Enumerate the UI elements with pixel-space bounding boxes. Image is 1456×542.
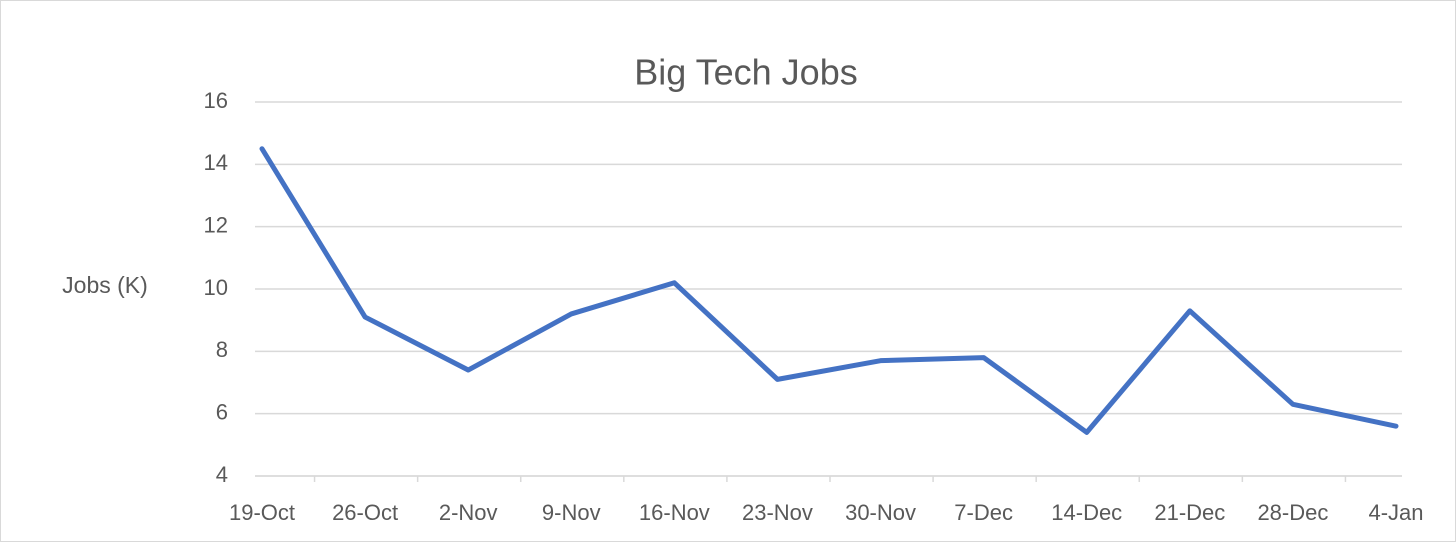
y-tick-label: 10 [204, 275, 228, 300]
x-tick-label: 23-Nov [742, 500, 813, 525]
x-tick-label: 7-Dec [954, 500, 1013, 525]
x-tick-label: 19-Oct [229, 500, 295, 525]
y-tick-label: 8 [216, 337, 228, 362]
x-tick-label: 4-Jan [1368, 500, 1423, 525]
x-tick-label: 14-Dec [1051, 500, 1122, 525]
y-tick-label: 6 [216, 399, 228, 424]
y-tick-label: 12 [204, 212, 228, 237]
y-tick-label: 4 [216, 462, 228, 487]
x-tick-label: 9-Nov [542, 500, 601, 525]
y-tick-label: 16 [204, 88, 228, 113]
x-tick-label: 26-Oct [332, 500, 398, 525]
x-tick-label: 21-Dec [1154, 500, 1225, 525]
y-tick-label: 14 [204, 150, 228, 175]
x-tick-label: 30-Nov [845, 500, 916, 525]
y-axis-label: Jobs (K) [62, 272, 148, 298]
line [259, 146, 1399, 435]
x-tick-label: 2-Nov [439, 500, 498, 525]
x-tick-label: 16-Nov [639, 500, 710, 525]
x-tick-label: 28-Dec [1257, 500, 1328, 525]
chart-title: Big Tech Jobs [634, 52, 857, 93]
